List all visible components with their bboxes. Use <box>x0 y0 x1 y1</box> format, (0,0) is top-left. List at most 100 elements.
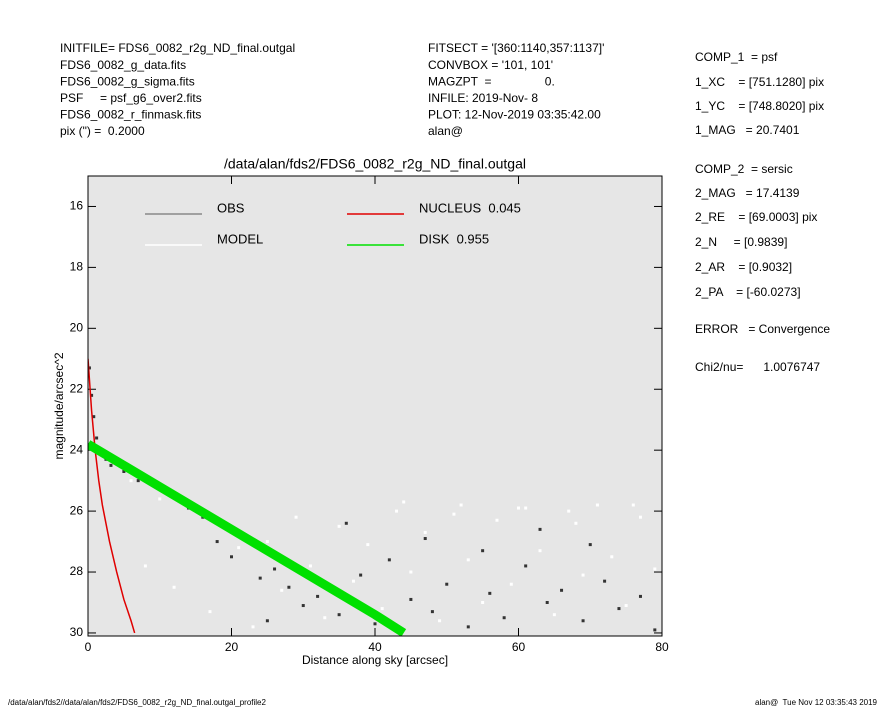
data-point <box>617 607 621 611</box>
plot-area <box>88 176 662 636</box>
data-point <box>445 582 449 586</box>
header-line: COMP_2 = sersic <box>695 162 793 176</box>
header-line: FITSECT = '[360:1140,357:1137]' <box>428 41 604 55</box>
data-point <box>380 607 384 611</box>
data-point <box>481 549 485 553</box>
data-point <box>409 597 413 601</box>
x-axis-label: Distance along sky [arcsec] <box>302 653 448 667</box>
data-point <box>466 625 470 629</box>
data-point <box>481 600 485 604</box>
header-line: PLOT: 12-Nov-2019 03:35:42.00 <box>428 108 601 122</box>
data-point <box>337 613 341 617</box>
data-point <box>567 509 571 513</box>
header-line: 1_YC = [748.8020] pix <box>695 99 824 113</box>
header-line: 2_AR = [0.9032] <box>695 260 792 274</box>
data-point <box>452 512 456 516</box>
data-point <box>495 518 499 522</box>
data-point <box>215 540 219 544</box>
x-tick-label: 0 <box>85 640 92 654</box>
y-axis-label: magnitude/arcsec^2 <box>52 352 66 459</box>
data-point <box>92 415 96 419</box>
header-line: PSF = psf_g6_over2.fits <box>60 91 202 105</box>
footer-right: alan@ Tue Nov 12 03:35:43 2019 <box>755 698 878 707</box>
data-point <box>251 625 255 629</box>
data-point <box>265 540 269 544</box>
data-point <box>538 527 542 531</box>
data-point <box>294 515 298 519</box>
data-point <box>638 594 642 598</box>
data-point <box>258 576 262 580</box>
data-point <box>430 610 434 614</box>
data-point <box>129 479 133 483</box>
header-line: 1_MAG = 20.7401 <box>695 123 800 137</box>
data-point <box>265 619 269 623</box>
data-point <box>517 506 520 510</box>
data-point <box>273 567 277 571</box>
data-point <box>488 591 492 595</box>
data-point <box>423 537 427 541</box>
header-line: INFILE: 2019-Nov- 8 <box>428 91 538 105</box>
legend-label: MODEL <box>217 231 263 246</box>
series-line <box>88 358 136 634</box>
data-point <box>143 564 147 568</box>
header-line: 2_MAG = 17.4139 <box>695 186 800 200</box>
data-point <box>301 604 305 608</box>
header-line: 2_N = [0.9839] <box>695 235 787 249</box>
y-tick-label: 22 <box>70 381 84 395</box>
data-point <box>344 521 348 525</box>
data-point <box>538 549 542 553</box>
data-point <box>90 393 94 397</box>
data-point <box>308 564 312 568</box>
data-point <box>316 594 320 598</box>
x-tick-label: 40 <box>368 640 382 654</box>
x-tick-label: 60 <box>512 640 526 654</box>
data-point <box>136 479 140 483</box>
data-point <box>88 366 91 370</box>
y-tick-label: 16 <box>70 199 84 213</box>
data-point <box>359 573 363 577</box>
data-point <box>237 546 241 550</box>
data-point <box>466 558 470 562</box>
data-point <box>95 436 99 440</box>
data-point <box>366 543 370 547</box>
header-line: 2_PA = [-60.0273] <box>695 285 801 299</box>
plot-frame <box>87 175 663 637</box>
data-point <box>653 567 657 571</box>
header-line: COMP_1 = psf <box>695 50 778 64</box>
y-tick-label: 18 <box>70 260 84 274</box>
data-point <box>109 463 113 467</box>
header-line: ERROR = Convergence <box>695 322 830 336</box>
data-point <box>631 503 635 507</box>
header-line: 2_RE = [69.0003] pix <box>695 210 817 224</box>
data-point <box>588 543 592 547</box>
data-point <box>230 555 233 559</box>
plot-marks <box>88 358 657 636</box>
data-point <box>337 524 341 528</box>
data-point <box>502 616 506 620</box>
legend-label: DISK 0.955 <box>419 231 489 246</box>
data-point <box>524 506 528 510</box>
header-line: Chi2/nu= 1.0076747 <box>695 360 820 374</box>
y-tick-label: 20 <box>70 320 84 334</box>
data-point <box>603 579 607 583</box>
y-tick-label: 30 <box>70 625 84 639</box>
data-point <box>423 530 427 534</box>
data-point <box>158 497 162 501</box>
header-line: pix (") = 0.2000 <box>60 124 145 138</box>
chart-title: /data/alan/fds2/FDS6_0082_r2g_ND_final.o… <box>224 156 526 172</box>
data-point <box>172 585 176 589</box>
data-point <box>624 604 628 608</box>
data-point <box>208 610 212 614</box>
y-tick-label: 24 <box>70 442 84 456</box>
data-point <box>610 555 614 559</box>
footer-left: /data/alan/fds2//data/alan/fds2/FDS6_008… <box>8 698 267 707</box>
data-point <box>373 622 377 626</box>
header-line: MAGZPT = 0. <box>428 74 555 88</box>
header-line: INITFILE= FDS6_0082_r2g_ND_final.outgal <box>60 41 295 55</box>
data-point <box>581 573 585 577</box>
data-point <box>545 600 549 604</box>
data-point <box>524 564 528 568</box>
data-point <box>581 619 585 623</box>
legend-label: OBS <box>217 200 245 215</box>
